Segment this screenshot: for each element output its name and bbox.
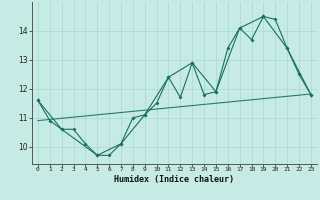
X-axis label: Humidex (Indice chaleur): Humidex (Indice chaleur) — [115, 175, 234, 184]
